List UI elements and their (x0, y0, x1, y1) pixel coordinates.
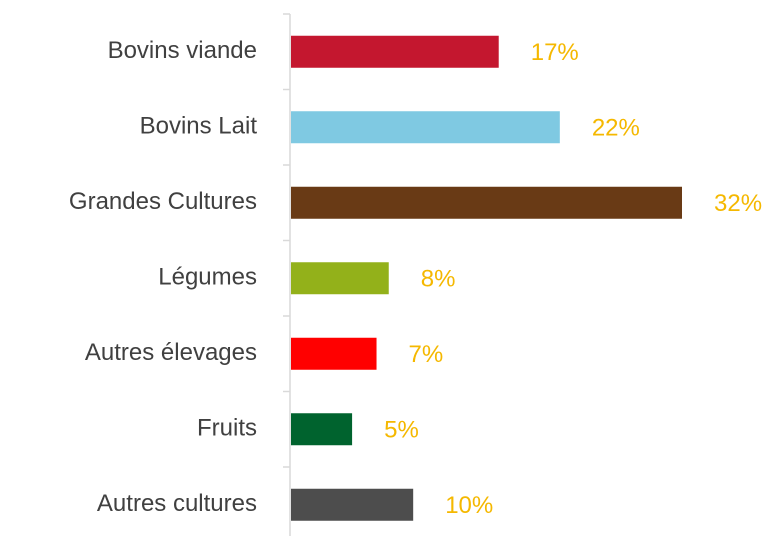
value-label: 22% (592, 115, 640, 142)
value-label: 8% (421, 266, 456, 293)
bar (291, 413, 353, 446)
value-label: 17% (531, 39, 579, 66)
category-label: Autres élevages (85, 339, 257, 366)
category-label: Autres cultures (97, 490, 257, 517)
bar (291, 488, 414, 521)
bar (291, 35, 499, 68)
value-label: 5% (384, 417, 419, 444)
bar (291, 111, 560, 144)
category-label: Fruits (197, 415, 257, 442)
value-label: 32% (714, 190, 762, 217)
category-label: Bovins Lait (140, 113, 258, 140)
category-label: Bovins viande (108, 37, 257, 64)
bar (291, 337, 377, 370)
bar (291, 262, 389, 295)
bar (291, 186, 682, 219)
value-label: 7% (409, 341, 444, 368)
category-label: Légumes (158, 264, 257, 291)
value-label: 10% (445, 492, 493, 519)
category-label: Grandes Cultures (69, 188, 257, 215)
